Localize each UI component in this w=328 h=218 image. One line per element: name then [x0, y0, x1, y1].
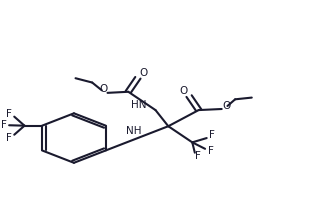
Text: O: O — [139, 68, 148, 78]
Text: F: F — [209, 130, 215, 140]
Text: F: F — [208, 146, 214, 156]
Text: HN: HN — [131, 100, 147, 110]
Text: F: F — [1, 120, 7, 130]
Text: O: O — [99, 84, 107, 94]
Text: O: O — [179, 86, 187, 96]
Text: NH: NH — [126, 126, 142, 136]
Text: F: F — [6, 109, 12, 119]
Text: F: F — [6, 133, 12, 143]
Text: O: O — [222, 100, 230, 111]
Text: F: F — [195, 151, 201, 161]
